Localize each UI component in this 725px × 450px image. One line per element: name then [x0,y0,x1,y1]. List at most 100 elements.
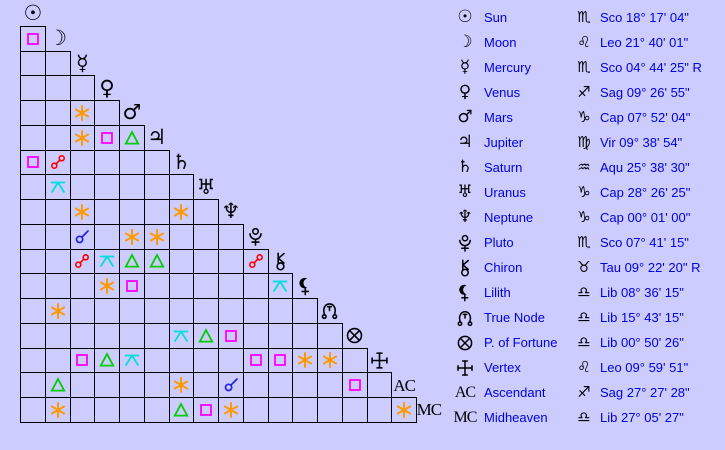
aspect-cell [20,174,46,200]
planet-glyph-cell: ♀ [446,84,484,101]
aspect-cell [69,372,96,398]
quincunx-aspect-icon [99,256,115,268]
grid-planet-neptune: ♆ [218,199,244,225]
truenode-icon [322,303,338,320]
aspect-cell [168,223,195,250]
sign-sag-icon: ♐ [577,383,591,401]
aspect-cell [218,298,244,324]
aspect-cell [119,347,145,374]
opposition-aspect-icon [75,254,90,269]
square-aspect-icon [348,379,361,392]
aspect-cell [193,223,219,250]
vertex-icon [371,352,388,369]
aspect-cell [242,322,269,349]
aspect-cell [242,273,269,299]
aspect-cell [267,322,294,349]
aspect-cell [69,75,96,101]
aspect-cell [44,124,71,151]
jupiter-icon: ♃ [457,132,473,152]
square-aspect-icon [274,354,287,367]
square-aspect-icon [249,354,262,367]
lilith-icon [299,277,313,295]
sign-tau-icon: ♉ [577,258,591,276]
aspect-cell [218,322,244,349]
aspect-cell [143,248,170,275]
planet-name: Vertex [484,360,521,375]
aspect-cell [20,273,46,299]
aspect-cell [242,248,269,275]
aspect-cell [366,372,393,398]
sign-leo-icon: ♌ [577,33,591,51]
aspect-cell [143,199,170,225]
aspect-cell [69,174,96,200]
aspect-cell [94,397,120,423]
aspect-cell [44,223,71,250]
aspect-cell [242,372,269,398]
sextile-aspect-icon [75,203,90,220]
planet-row: ☉ Sun ♏ Sco 18° 17' 04" [446,5,689,30]
vertex-icon [457,359,473,376]
aspect-cell [143,174,170,200]
planet-glyph-cell [446,234,484,252]
aspect-cell [44,75,71,101]
sign-lib-icon: ♎ [577,308,591,326]
aspect-cell [20,298,46,324]
neptune-icon: ♆ [457,207,473,227]
conjunction-aspect-icon [76,229,90,243]
sign-aqu-icon: ♒ [577,158,591,176]
grid-planet-chiron [268,249,294,275]
planet-row: ♆ Neptune ♑ Cap 00° 01' 00" [446,205,690,230]
planet-name: Uranus [484,185,526,200]
aspect-cell [119,397,145,423]
planet-glyph-cell: ♃ [446,134,484,151]
planet-name: Chiron [484,260,523,275]
uranus-icon: ♅ [457,182,473,202]
planet-row: MC Midheaven ♎ Lib 27° 05' 27" [446,405,684,430]
aspect-cell [317,397,343,423]
aspect-cell [119,174,145,200]
grid-planet-jupiter: ♃ [144,125,170,151]
aspect-cell [218,248,244,275]
sign-leo-icon: ♌ [577,358,591,376]
aspect-cell [267,347,294,374]
planet-name: P. of Fortune [484,335,558,350]
trine-aspect-icon [124,129,140,145]
aspect-cell [44,397,71,423]
planet-name: Neptune [484,210,534,225]
chiron-icon [276,252,285,271]
sign-sco-icon: ♏ [577,8,591,26]
aspect-cell [168,199,195,225]
grid-planet-pluto [243,224,269,250]
pof-icon [346,327,363,344]
aspect-cell [44,50,71,77]
venus-icon: ♀ [458,82,472,102]
aspect-cell [168,372,195,398]
truenode-icon [457,310,473,326]
planet-position: Sco 18° 17' 04" [600,10,689,25]
aspect-cell [143,298,170,324]
planet-name: Mars [484,110,513,125]
aspect-cell [44,199,71,225]
planet-glyph-cell: ♆ [446,209,484,226]
aspect-cell [143,273,170,299]
sextile-aspect-icon [322,352,337,369]
aspect-cell [69,149,96,176]
sign-lib-icon: ♎ [577,283,591,301]
aspect-cell [20,372,46,398]
planet-name: Venus [484,85,521,100]
pluto-icon [459,234,471,252]
aspect-cell [218,347,244,374]
aspect-cell [292,322,318,349]
uranus-icon: ♅ [196,174,216,199]
aspect-cell [20,199,46,225]
aspect-cell [20,223,46,250]
aspect-cell [168,397,195,423]
aspect-cell [20,322,46,349]
quincunx-aspect-icon [50,181,65,193]
planet-name: Saturn [484,160,523,175]
planet-position: Lib 15° 43' 15" [600,310,684,325]
aspect-cell [94,174,120,200]
planet-row: Chiron ♉ Tau 09° 22' 20" R [446,255,700,280]
planet-row: ♀ Venus ♐ Sag 09° 26' 55" [446,80,690,105]
